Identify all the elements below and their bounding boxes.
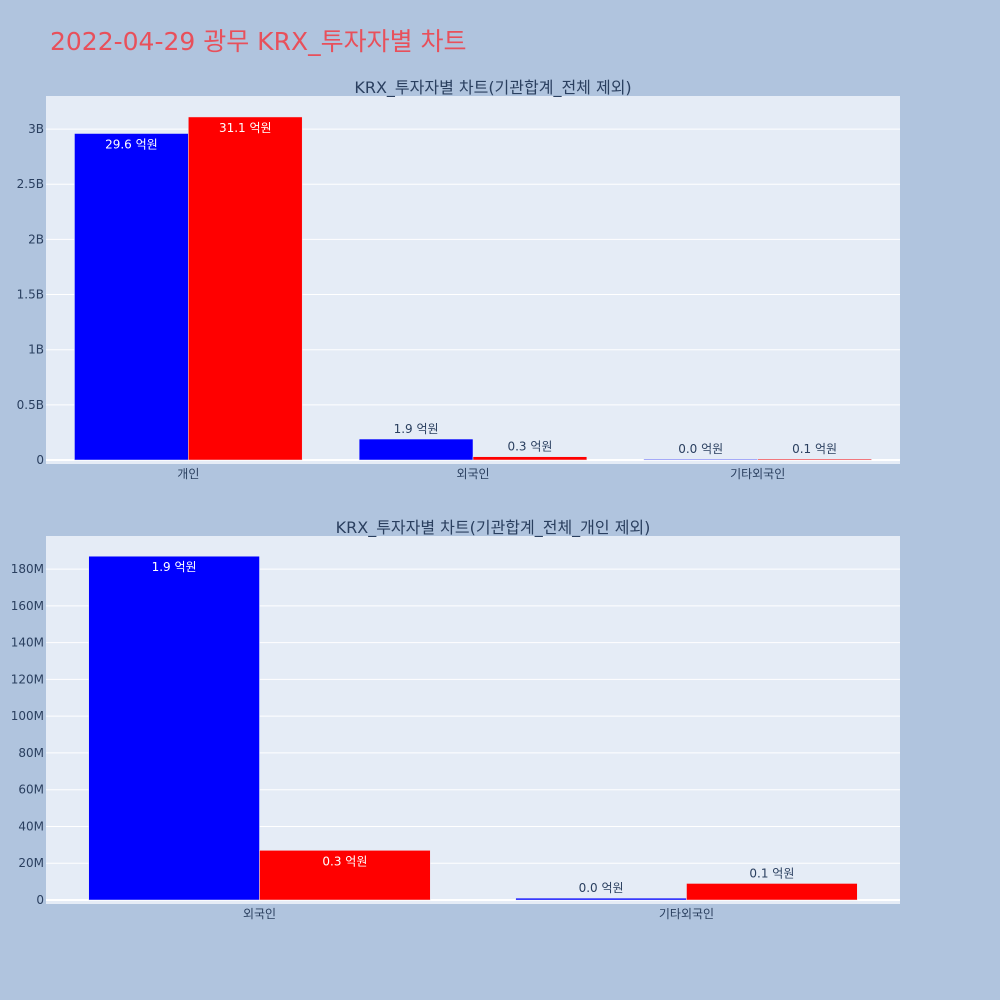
page-title: 2022-04-29 광무 KRX_투자자별 차트 [50,27,467,56]
y-tick-label: 120M [11,672,44,686]
y-tick-label: 0 [36,453,44,467]
chart-top: KRX_투자자별 차트(기관합계_전체 제외) 0 0.5B 1B 1.5B 2B 2.5B… [17,78,900,481]
bar [472,456,588,461]
y-tick-label: 0 [36,893,44,907]
data-label: 0.3 억원 [507,440,552,454]
bar [358,438,474,461]
bar [188,116,303,461]
bar [757,458,872,461]
x-tick-label: 기타외국인 [730,467,785,481]
y-tick-label: 1B [28,343,44,357]
y-tick-label: 20M [18,856,44,870]
y-tick-label: 1.5B [17,288,44,302]
bar [74,133,189,461]
x-tick-label: 기타외국인 [659,907,714,921]
data-label: 1.9 억원 [152,560,197,574]
y-tick-label: 80M [18,746,44,760]
y-tick-label: 0.5B [17,398,44,412]
y-tick-label: 160M [11,599,44,613]
data-label: 0.1 억원 [749,866,794,880]
y-tick-label: 180M [11,562,44,576]
data-label: 0.3 억원 [322,854,367,868]
x-tick-label: 개인 [177,467,199,481]
bar [686,883,858,901]
bar [259,850,431,901]
y-tick-label: 100M [11,709,44,723]
x-tick-label: 외국인 [243,907,276,921]
data-label: 0.1 억원 [792,442,837,456]
y-tick-label: 140M [11,636,44,650]
y-tick-label: 3B [28,122,44,136]
data-label: 29.6 억원 [105,138,158,152]
data-label: 0.0 억원 [579,881,624,895]
bar [88,555,260,901]
data-label: 31.1 억원 [219,121,272,135]
y-tick-label: 2.5B [17,177,44,191]
x-tick-label: 외국인 [456,467,489,481]
chart-bottom: KRX_투자자별 차트(기관합계_전체_개인 제외) 0 20M 40M 60M 80M 1… [11,518,900,921]
y-tick-label: 2B [28,232,44,246]
y-tick-label: 60M [18,783,44,797]
y-tick-label: 40M [18,819,44,833]
chart-title: KRX_투자자별 차트(기관합계_전체_개인 제외) [336,518,651,538]
data-label: 1.9 억원 [394,422,439,436]
chart-title: KRX_투자자별 차트(기관합계_전체 제외) [354,78,631,98]
bar [515,897,687,901]
data-label: 0.0 억원 [678,442,723,456]
